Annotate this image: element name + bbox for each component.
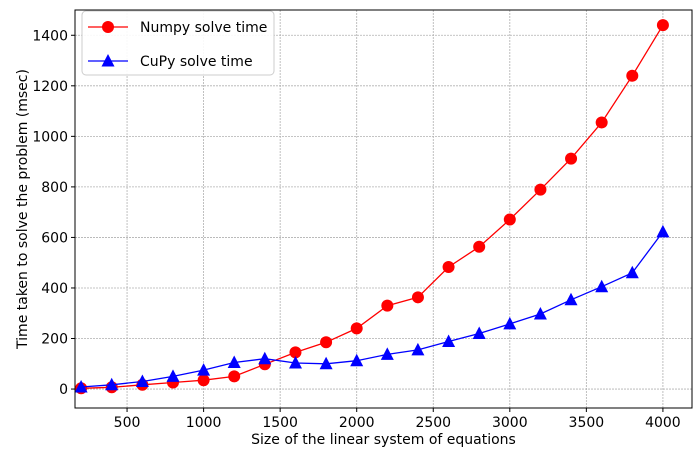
data-point-cupy (564, 292, 578, 306)
series-layer (74, 19, 670, 395)
data-point-numpy (473, 240, 486, 253)
data-point-numpy (350, 322, 363, 335)
data-point-numpy (411, 291, 424, 304)
data-point-numpy (228, 370, 241, 383)
x-tick-label: 3500 (569, 415, 605, 431)
legend-box (81, 10, 275, 76)
x-tick-label: 3000 (492, 415, 528, 431)
x-tick-label: 2500 (415, 415, 451, 431)
data-point-cupy (625, 265, 639, 279)
y-axis-label: Time taken to solve the problem (msec) (15, 69, 31, 350)
y-tick-label: 400 (41, 281, 68, 297)
data-point-numpy (381, 299, 394, 312)
series-line-cupy (81, 231, 664, 388)
data-point-numpy (534, 183, 547, 196)
x-tick-label: 1000 (186, 415, 222, 431)
data-point-numpy (626, 69, 639, 82)
data-point-cupy (350, 353, 364, 367)
x-tick-label: 2000 (339, 415, 375, 431)
data-point-numpy (320, 336, 333, 349)
data-point-cupy (319, 356, 333, 370)
y-tick-label: 800 (41, 180, 68, 196)
data-point-cupy (227, 355, 241, 368)
data-point-cupy (595, 279, 609, 293)
data-point-cupy (411, 342, 425, 356)
x-axis-label: Size of the linear system of equations (251, 432, 516, 448)
legend: Numpy solve time CuPy solve time (81, 10, 275, 76)
legend-numpy-label: Numpy solve time (140, 20, 267, 36)
data-point-cupy (472, 326, 486, 339)
y-tick-label: 600 (41, 230, 68, 246)
y-tick-label: 0 (59, 382, 68, 398)
legend-numpy-marker (102, 21, 114, 33)
data-point-cupy (166, 369, 180, 382)
data-point-cupy (105, 377, 119, 391)
data-point-numpy (289, 346, 302, 359)
y-axis: 0 200 400 600 800 1000 1200 1400 (32, 28, 75, 398)
x-tick-label: 1500 (262, 415, 298, 431)
data-point-cupy (289, 356, 302, 369)
data-point-cupy (503, 316, 517, 330)
data-point-cupy (380, 347, 394, 360)
data-point-cupy (442, 334, 456, 347)
y-tick-label: 1200 (32, 79, 68, 95)
y-tick-label: 200 (41, 332, 68, 348)
y-tick-label: 1000 (32, 129, 68, 145)
x-axis: 500 1000 1500 2000 2500 3000 3500 4000 (114, 408, 681, 431)
data-point-cupy (258, 351, 272, 365)
x-tick-label: 4000 (645, 415, 681, 431)
legend-cupy-marker (101, 54, 115, 67)
data-point-numpy (197, 374, 210, 387)
data-point-cupy (533, 307, 547, 320)
data-point-numpy (442, 260, 455, 273)
y-tick-label: 1400 (32, 28, 68, 44)
data-point-cupy (656, 224, 670, 238)
data-point-numpy (595, 116, 608, 129)
data-point-cupy (74, 380, 88, 393)
data-point-cupy (135, 374, 149, 387)
data-point-numpy (503, 213, 516, 226)
x-tick-label: 500 (114, 415, 141, 431)
plot-frame (74, 9, 693, 409)
data-point-numpy (656, 19, 669, 32)
grid (75, 10, 692, 408)
data-point-numpy (565, 152, 578, 165)
legend-cupy-label: CuPy solve time (140, 54, 253, 70)
plot-area (75, 10, 692, 408)
data-point-cupy (197, 363, 211, 376)
